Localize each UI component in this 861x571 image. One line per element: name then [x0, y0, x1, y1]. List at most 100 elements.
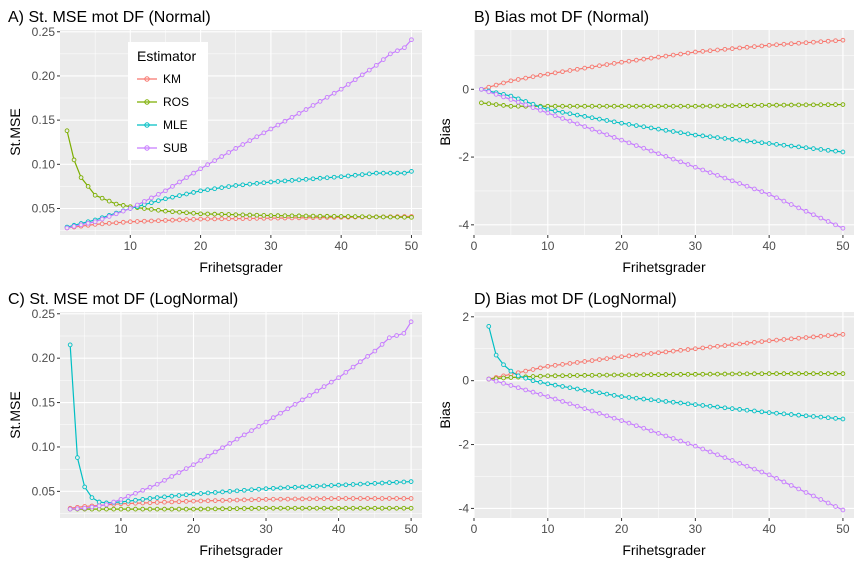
data-point-km: [538, 365, 543, 371]
data-point-km: [198, 498, 204, 504]
data-point-ros: [156, 207, 161, 213]
data-point-mle: [254, 181, 260, 186]
data-point-sub: [92, 219, 98, 225]
data-point-km: [162, 499, 167, 505]
data-point-km: [177, 217, 182, 223]
data-point-sub: [552, 113, 558, 119]
data-point-km: [205, 498, 211, 504]
data-point-mle: [133, 497, 138, 503]
y-tick-label: 0: [462, 82, 469, 96]
data-point-sub: [729, 458, 735, 463]
data-point-sub: [205, 453, 211, 459]
data-point-ros: [626, 372, 632, 378]
data-point-sub: [597, 129, 602, 135]
data-point-ros: [574, 373, 580, 378]
data-point-ros: [752, 103, 757, 108]
data-point-ros: [85, 184, 91, 189]
data-point-sub: [373, 62, 379, 68]
data-point-ros: [99, 195, 105, 201]
data-point-sub: [774, 476, 779, 481]
data-point-ros: [395, 214, 400, 220]
data-point-ros: [285, 505, 291, 511]
data-point-sub: [611, 135, 617, 140]
data-point-sub: [700, 167, 706, 173]
data-point-mle: [840, 149, 846, 155]
data-point-km: [299, 496, 305, 502]
data-point-sub: [722, 175, 728, 181]
data-point-mle: [226, 184, 232, 189]
data-point-sub: [270, 415, 276, 421]
data-point-sub: [67, 506, 73, 512]
data-point-mle: [567, 385, 573, 391]
data-point-mle: [803, 413, 809, 419]
data-point-km: [120, 219, 126, 225]
data-point-sub: [604, 413, 610, 419]
panel-d-grid: [473, 312, 854, 518]
data-point-sub: [486, 376, 492, 382]
data-point-mle: [582, 387, 588, 393]
data-point-ros: [641, 103, 647, 109]
data-point-sub: [840, 507, 846, 513]
data-point-ros: [359, 214, 365, 220]
data-point-ros: [796, 371, 802, 376]
data-point-mle: [345, 173, 351, 179]
data-point-km: [285, 496, 291, 502]
data-point-km: [840, 37, 846, 43]
data-point-mle: [685, 401, 691, 407]
data-point-sub: [833, 504, 838, 509]
data-point-sub: [493, 378, 499, 384]
data-point-sub: [104, 502, 109, 508]
data-point-sub: [268, 126, 274, 132]
data-point-mle: [176, 493, 182, 498]
y-tick-label: 0.15: [32, 396, 56, 410]
data-point-mle: [89, 495, 95, 500]
data-point-km: [106, 220, 112, 226]
data-point-mle: [147, 496, 153, 501]
data-point-ros: [149, 207, 154, 212]
data-point-sub: [803, 490, 809, 495]
data-point-ros: [515, 103, 521, 109]
data-point-sub: [574, 121, 580, 127]
data-point-mle: [310, 176, 316, 182]
data-point-km: [127, 219, 133, 225]
data-point-sub: [781, 198, 787, 204]
data-point-ros: [796, 102, 802, 108]
data-point-mle: [285, 485, 291, 490]
data-point-sub: [156, 192, 161, 197]
data-point-sub: [597, 411, 602, 416]
data-point-sub: [788, 202, 794, 207]
data-point-ros: [604, 103, 610, 109]
panel-b-x-ticks: 0 10 20 30 40 50: [471, 235, 850, 253]
legend-key-marker-sub: [144, 145, 150, 151]
data-point-sub: [64, 225, 70, 231]
data-point-sub: [256, 424, 262, 429]
data-point-km: [336, 496, 341, 501]
panel-b-plot-background: [474, 30, 854, 235]
data-point-sub: [177, 179, 182, 185]
data-point-km: [574, 360, 580, 365]
data-point-ros: [744, 103, 750, 108]
data-point-sub: [89, 504, 95, 510]
x-tick-label: 20: [615, 239, 629, 253]
data-point-mle: [567, 111, 573, 117]
data-point-mle: [328, 483, 334, 488]
data-point-mle: [825, 415, 831, 421]
data-point-km: [818, 39, 824, 45]
data-point-km: [685, 347, 691, 352]
data-point-sub: [191, 170, 196, 176]
data-point-sub: [582, 124, 588, 129]
data-point-km: [597, 63, 602, 69]
data-point-km: [744, 44, 750, 50]
data-point-sub: [111, 499, 117, 505]
data-point-km: [715, 343, 720, 349]
data-point-sub: [530, 389, 536, 395]
data-point-ros: [486, 101, 492, 107]
data-point-sub: [545, 394, 551, 399]
data-point-ros: [803, 102, 809, 108]
panel-a-x-axis-label: Frihetsgrader: [199, 259, 283, 275]
data-point-ros: [670, 103, 676, 109]
panel-d-x-ticks: 0 10 20 30 40 50: [471, 518, 850, 536]
data-point-km: [263, 497, 269, 502]
data-point-sub: [715, 173, 720, 178]
y-tick-label: 0.10: [32, 157, 56, 171]
